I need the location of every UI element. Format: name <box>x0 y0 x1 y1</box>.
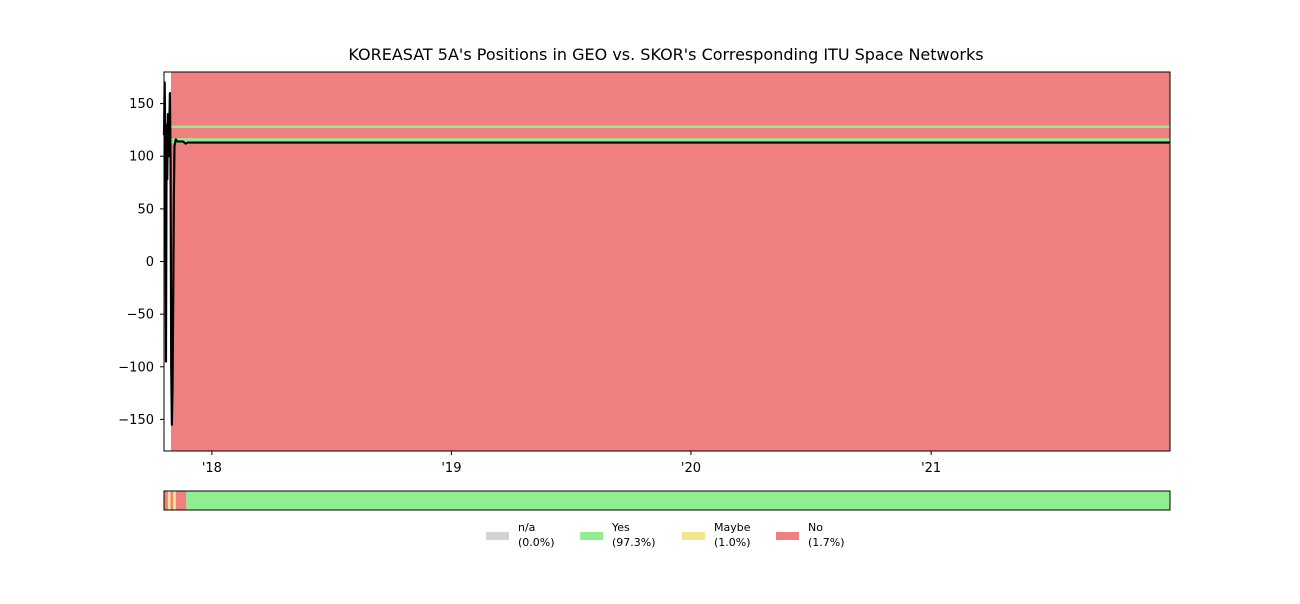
status-segment-yes <box>186 491 1170 510</box>
y-tick-label: −150 <box>118 413 154 428</box>
status-segment-no <box>175 491 187 510</box>
legend-percent: (97.3%) <box>612 536 656 549</box>
legend-swatch <box>776 532 799 540</box>
y-tick-label: 50 <box>137 202 154 217</box>
legend-label: No <box>808 521 823 534</box>
legend-entry-yes: Yes (97.3%) <box>580 521 656 549</box>
legend-label: n/a <box>518 521 535 534</box>
status-segment-maybe <box>173 491 176 510</box>
legend-label: Maybe <box>714 521 751 534</box>
y-tick-label: 0 <box>146 255 154 270</box>
y-tick-label: 100 <box>129 150 154 165</box>
legend-percent: (1.0%) <box>714 536 751 549</box>
x-axis: '18 '19 '20 '21 <box>202 451 941 476</box>
legend-entry-na: n/a (0.0%) <box>486 521 555 549</box>
no-coverage-strip <box>164 72 171 451</box>
chart-title: KOREASAT 5A's Positions in GEO vs. SKOR'… <box>348 45 983 64</box>
legend: n/a (0.0%) Yes (97.3%) Maybe (1.0%) No (1.7%) <box>486 521 845 549</box>
status-bar-frame <box>163 490 1171 511</box>
position-series-line <box>162 81 1170 426</box>
x-tick-label: '21 <box>921 461 941 476</box>
x-tick-label: '19 <box>441 461 461 476</box>
y-tick-label: −100 <box>118 360 154 375</box>
legend-swatch <box>580 532 603 540</box>
y-tick-label: 150 <box>129 97 154 112</box>
legend-label: Yes <box>611 521 630 534</box>
status-segment-no <box>170 491 174 510</box>
x-tick-label: '20 <box>681 461 701 476</box>
status-timeline-bar <box>163 490 1171 511</box>
y-tick-label: −50 <box>127 308 154 323</box>
y-axis: 150 100 50 0 −50 −100 −150 <box>118 97 164 428</box>
legend-entry-maybe: Maybe (1.0%) <box>682 521 751 549</box>
status-segment-maybe <box>167 491 171 510</box>
legend-percent: (1.7%) <box>808 536 845 549</box>
legend-entry-no: No (1.7%) <box>776 521 845 549</box>
status-segment-no <box>164 491 168 510</box>
legend-percent: (0.0%) <box>518 536 555 549</box>
status-background <box>171 72 1170 451</box>
legend-swatch <box>682 532 705 540</box>
x-tick-label: '18 <box>202 461 222 476</box>
legend-swatch <box>486 532 509 540</box>
main-plot-area <box>162 71 1171 452</box>
